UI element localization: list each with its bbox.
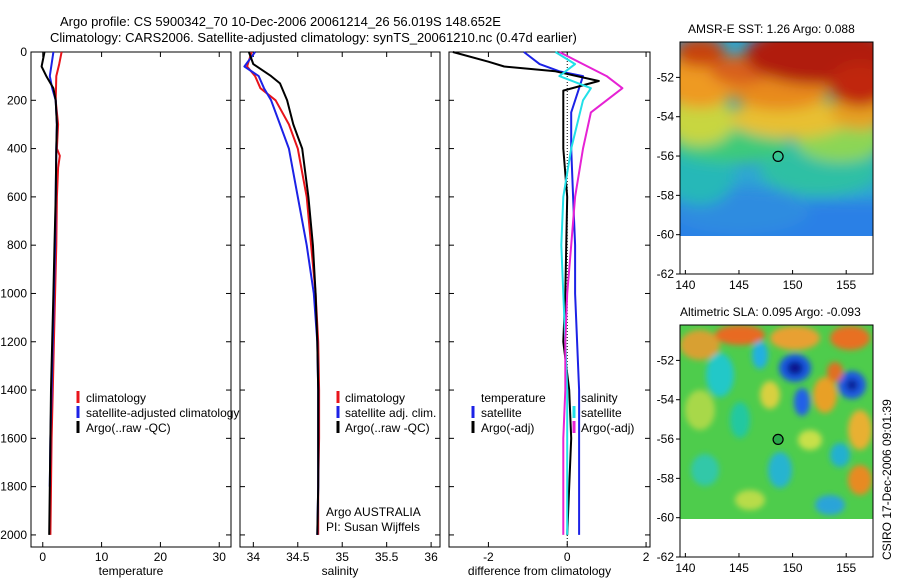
legend-title-salinity: salinity: [581, 391, 618, 405]
series-line-argo-raw-qc: [247, 51, 320, 535]
sla-map-title: Altimetric SLA: 0.095 Argo: -0.093: [680, 305, 861, 319]
map-y-tick-label: -62: [657, 267, 675, 281]
y-tick-label: 1400: [0, 383, 27, 397]
x-tick-label: 34: [247, 550, 261, 564]
series-line-climatology: [49, 51, 63, 535]
sla-map-frame: [679, 324, 874, 558]
salinity-panel-frame: [239, 51, 441, 548]
legend-label-climatology: climatology: [345, 391, 405, 405]
sst-axes: 140 145 150 155 -52 -54 -56 -58 -60 -62: [657, 70, 857, 292]
map-x-tick-label: 140: [675, 278, 695, 292]
series-line-climatology: [246, 51, 321, 535]
difference-panel-frame: [448, 51, 651, 548]
sst-map-title: AMSR-E SST: 1.26 Argo: 0.088: [688, 22, 855, 36]
sla-axes: 140 145 150 155 -52 -54 -56 -58 -60 -62: [657, 353, 857, 575]
map-x-tick-label: 150: [783, 278, 803, 292]
legend-label-sal-satellite: satellite: [581, 406, 622, 420]
legend-label-satellite: satellite-adjusted climatology: [86, 406, 239, 420]
x-tick-label: 20: [154, 550, 168, 564]
temperature-panel-frame: [30, 51, 232, 548]
sla-heatmap: [680, 325, 873, 519]
series-line-argo-raw-qc: [40, 51, 58, 535]
x-axis-label: salinity: [322, 564, 359, 578]
legend-title-temperature: temperature: [481, 391, 546, 405]
map-y-tick-label: -56: [657, 432, 675, 446]
temperature-legend: climatology satellite-adjusted climatolo…: [76, 391, 239, 435]
series-line-satellite-adj-clim: [243, 51, 320, 535]
x-tick-label: 34.5: [286, 550, 310, 564]
x-tick-label: 0: [39, 550, 46, 564]
y-tick-label: 400: [7, 142, 27, 156]
x-tick-label: 30: [213, 550, 227, 564]
timestamp-side-label: CSIRO 17-Dec-2006 09:01:39: [880, 399, 894, 560]
map-x-tick-label: 155: [836, 561, 856, 575]
legend-label-satellite: satellite adj. clim.: [345, 406, 436, 420]
map-x-tick-label: 145: [729, 561, 749, 575]
y-tick-label: 600: [7, 190, 27, 204]
x-axis-label: difference from climatology: [468, 564, 611, 578]
x-tick-label: 10: [95, 550, 109, 564]
map-y-tick-label: -56: [657, 149, 675, 163]
series-line-temperature-argo-adj: [452, 51, 600, 535]
map-x-tick-label: 155: [836, 278, 856, 292]
figure-title-line1: Argo profile: CS 5900342_70 10-Dec-2006 …: [60, 14, 501, 29]
y-tick-label: 200: [7, 93, 27, 107]
sst-map-frame: [679, 41, 874, 275]
map-y-tick-label: -58: [657, 471, 675, 485]
y-tick-label: 0: [20, 45, 27, 59]
series-layer: [40, 51, 624, 535]
axes-layer: 0 10 20 30temperature0200400600800100012001…: [0, 45, 650, 578]
difference-legend: temperature salinity satellite Argo(-adj…: [471, 391, 634, 435]
series-line-salinity-argo-adj: [558, 51, 624, 535]
x-tick-label: 35.5: [375, 550, 399, 564]
legend-label-sal-argo: Argo(-adj): [581, 421, 634, 435]
x-tick-label: 2: [643, 550, 650, 564]
map-y-tick-label: -54: [657, 393, 675, 407]
y-tick-label: 1800: [0, 480, 27, 494]
sst-heatmap: [680, 42, 873, 236]
series-line-salinity-satellite: [554, 51, 592, 535]
sla-argo-position-marker: [772, 433, 784, 445]
sst-argo-position-marker: [772, 150, 784, 162]
map-y-tick-label: -54: [657, 110, 675, 124]
y-tick-label: 1600: [0, 431, 27, 445]
y-tick-label: 800: [7, 238, 27, 252]
x-tick-label: 36: [424, 550, 438, 564]
y-tick-label: 2000: [0, 528, 27, 542]
x-axis-label: temperature: [99, 564, 164, 578]
salinity-annotation-program: Argo AUSTRALIA: [326, 505, 421, 519]
y-tick-label: 1200: [0, 335, 27, 349]
legend-label-temp-satellite: satellite: [481, 406, 522, 420]
legend-label-climatology: climatology: [86, 391, 146, 405]
map-x-tick-label: 145: [729, 278, 749, 292]
map-x-tick-label: 150: [783, 561, 803, 575]
map-y-tick-label: -62: [657, 550, 675, 564]
legend-label-argo: Argo(..raw -QC): [345, 421, 430, 435]
salinity-annotation-pi: PI: Susan Wijffels: [326, 520, 420, 534]
map-y-tick-label: -52: [657, 70, 675, 84]
map-y-tick-label: -60: [657, 511, 675, 525]
figure-title-line2: Climatology: CARS2006. Satellite-adjuste…: [50, 30, 577, 45]
x-tick-label: 35: [336, 550, 350, 564]
x-tick-label: 0: [564, 550, 571, 564]
legend-label-temp-argo: Argo(-adj): [481, 421, 534, 435]
x-tick-label: -2: [483, 550, 494, 564]
map-y-tick-label: -52: [657, 353, 675, 367]
map-x-tick-label: 140: [675, 561, 695, 575]
series-line-temperature-satellite: [523, 51, 584, 535]
y-tick-label: 1000: [0, 286, 27, 300]
map-y-tick-label: -60: [657, 228, 675, 242]
map-y-tick-label: -58: [657, 188, 675, 202]
salinity-legend: climatology satellite adj. clim. Argo(..…: [336, 391, 436, 435]
legend-label-argo: Argo(..raw -QC): [86, 421, 171, 435]
